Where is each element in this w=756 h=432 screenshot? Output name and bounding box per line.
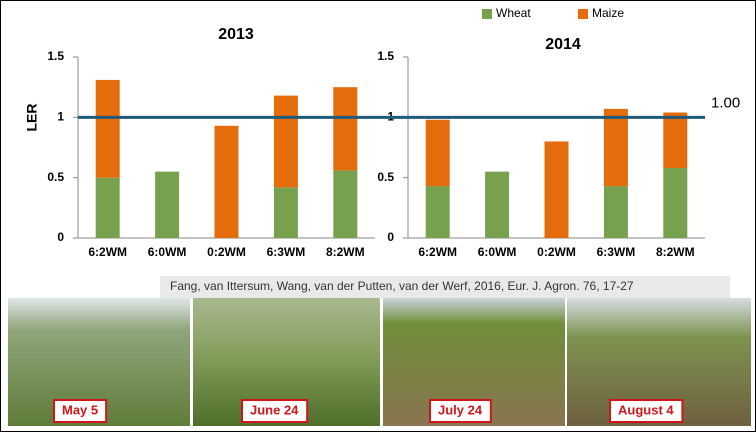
bar-segment <box>663 168 688 238</box>
x-tick-label: 0:2WM <box>207 245 246 259</box>
x-tick-label: 6:0WM <box>148 245 187 259</box>
y-tick-label: 1 <box>57 110 64 124</box>
y-tick-label: 0 <box>387 230 394 244</box>
photo-caption: July 24 <box>438 402 483 417</box>
legend-label: Wheat <box>496 6 531 20</box>
y-tick-label: 0.5 <box>47 170 64 184</box>
x-tick-label: 8:2WM <box>326 245 365 259</box>
legend-label: Maize <box>592 6 624 20</box>
y-tick-label: 0.5 <box>377 170 394 184</box>
bar-segment <box>155 171 180 238</box>
y-tick-label: 0 <box>57 230 64 244</box>
bar-segment <box>425 119 450 187</box>
bar-segment <box>214 125 239 238</box>
x-tick-label: 6:2WM <box>88 245 127 259</box>
chart-title: 2013 <box>218 26 254 43</box>
caption-box <box>53 399 108 423</box>
caption-box <box>429 399 492 423</box>
photo-caption: August 4 <box>618 402 674 417</box>
x-tick-label: 0:2WM <box>537 245 576 259</box>
legend-swatch <box>578 9 588 19</box>
photo-caption: June 24 <box>250 402 299 417</box>
y-tick-label: 1.5 <box>47 49 64 63</box>
bar-segment <box>333 87 358 171</box>
legend-swatch <box>482 9 492 19</box>
bar-segment <box>95 177 120 238</box>
y-axis-label: LER <box>24 104 40 132</box>
x-tick-label: 6:3WM <box>597 245 636 259</box>
citation: Fang, van Ittersum, Wang, van der Putten… <box>170 279 634 293</box>
bar-segment <box>95 79 120 178</box>
x-tick-label: 6:0WM <box>478 245 517 259</box>
y-tick-label: 1.5 <box>377 49 394 63</box>
bar-segment <box>273 95 298 188</box>
bar-segment <box>425 186 450 238</box>
x-tick-label: 6:3WM <box>267 245 306 259</box>
photo-caption: May 5 <box>62 402 98 417</box>
bar-segment <box>544 141 569 238</box>
bar-segment <box>273 187 298 238</box>
x-tick-label: 8:2WM <box>656 245 695 259</box>
caption-box <box>241 399 309 423</box>
bar-segment <box>333 170 358 238</box>
bar-segment <box>485 171 510 238</box>
bar-segment <box>663 112 688 169</box>
bar-segment <box>603 108 628 187</box>
citation-box <box>160 276 730 298</box>
caption-box <box>609 399 684 423</box>
x-tick-label: 6:2WM <box>418 245 457 259</box>
reference-label: 1.00 <box>711 94 740 111</box>
photos <box>8 298 751 426</box>
chart-title: 2014 <box>545 36 581 53</box>
bar-segment <box>603 186 628 238</box>
